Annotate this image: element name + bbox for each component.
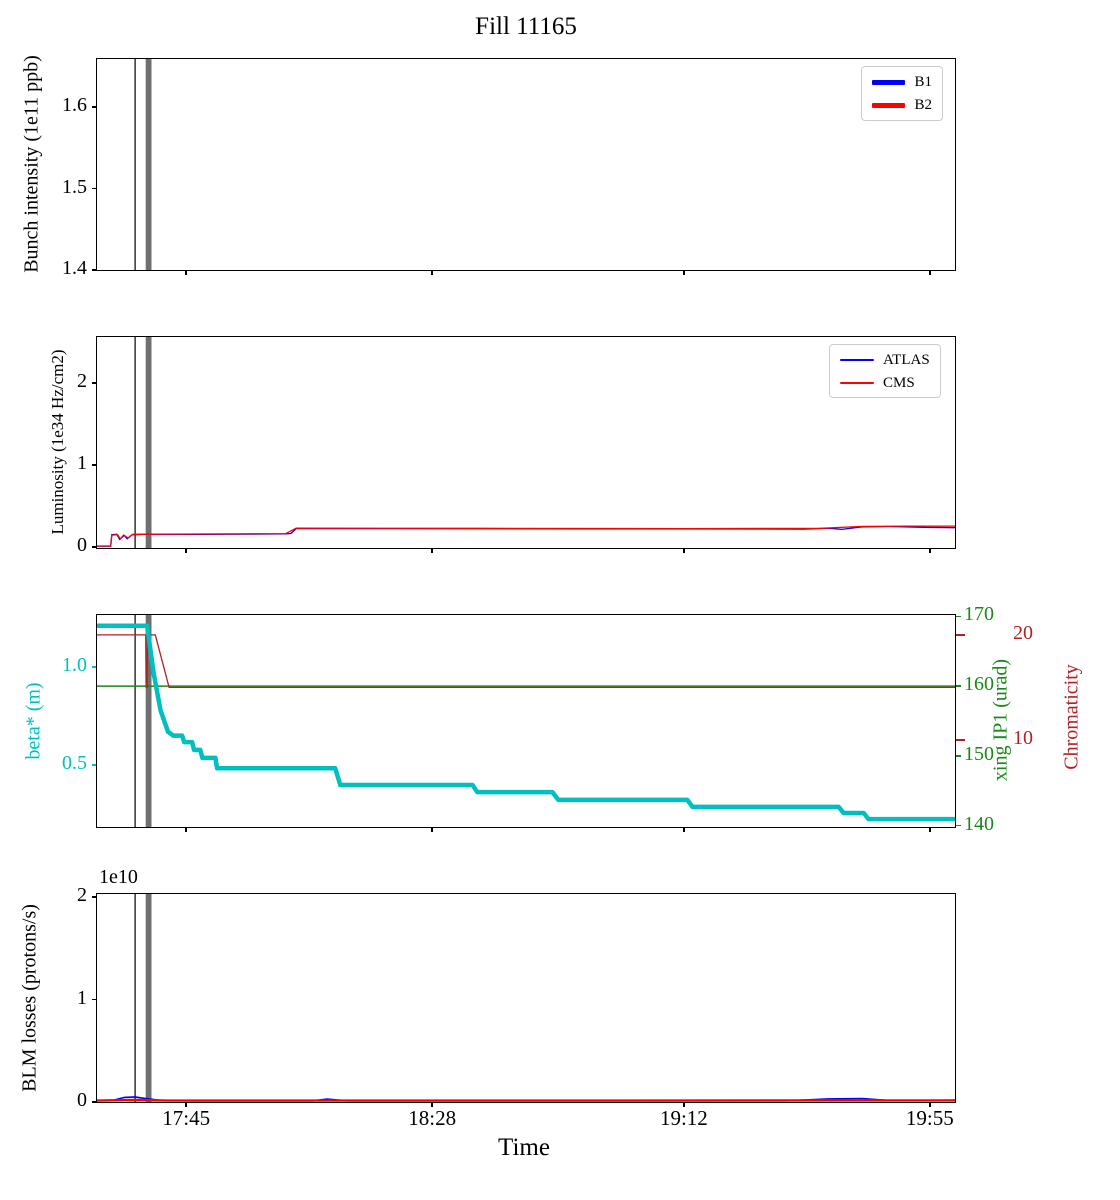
- legend-label-atlas: ATLAS: [883, 351, 930, 368]
- series-line-ATLAS: [97, 525, 955, 547]
- x-tick-mark: [431, 549, 433, 553]
- legend-label-b2: B2: [914, 97, 932, 113]
- x-tick-label: 18:28: [408, 1106, 457, 1130]
- x-tick-mark: [185, 271, 187, 275]
- right2-tick-mark: [956, 739, 965, 741]
- right1-tick-mark: [956, 824, 961, 827]
- x-tick-mark: [683, 271, 685, 275]
- y-offset-text: 1e10: [99, 866, 138, 888]
- series-line-B2 losses: [97, 1098, 955, 1102]
- y-tick-mark: [92, 269, 96, 271]
- y-tick-mark: [92, 998, 96, 1001]
- legend-row: CMS: [840, 375, 930, 391]
- right1-tick-label: 160: [964, 673, 994, 696]
- legend-row: B1: [872, 74, 932, 90]
- bunch-intensity-plot-area: [134, 59, 152, 270]
- gray-span-marker: [145, 615, 152, 827]
- y-tick-mark: [92, 666, 96, 668]
- legend-row: ATLAS: [840, 352, 930, 368]
- y-tick-label: 2: [77, 370, 87, 392]
- right1-tick-mark: [956, 755, 961, 757]
- gray-span-marker: [145, 59, 152, 270]
- right1-tick-mark: [956, 615, 961, 618]
- y-tick-mark: [92, 382, 96, 384]
- right2-tick-label: 10: [1013, 726, 1033, 749]
- y-tick-mark: [92, 106, 96, 108]
- y-tick-mark: [92, 1101, 96, 1103]
- legend-luminosity: ATLAS CMS: [829, 344, 941, 398]
- right1-tick-label: 140: [964, 812, 994, 835]
- legend-label-b1: B1: [914, 74, 932, 90]
- axes-optics: [96, 614, 956, 828]
- x-tick-mark: [431, 271, 433, 275]
- x-tick-mark: [185, 1103, 187, 1107]
- luminosity-plot-area: [97, 337, 955, 548]
- series-line-Chromaticity: [97, 634, 955, 689]
- x-tick-mark: [431, 1103, 433, 1107]
- right1-tick-label: 150: [964, 742, 994, 765]
- series-line-beta*: [97, 623, 955, 822]
- y-tick-label: 1.0: [62, 654, 87, 676]
- x-tick-label: 19:12: [659, 1106, 708, 1130]
- gray-span-marker: [145, 894, 152, 1102]
- axes-blm-losses: [96, 893, 956, 1103]
- optics-plot-area: [97, 615, 955, 827]
- right2-tick-mark: [956, 634, 965, 636]
- ylabel-beta-star: beta* (m): [22, 682, 45, 760]
- x-tick-mark: [185, 549, 187, 553]
- series-line-CMS: [97, 525, 955, 547]
- right2-tick-label: 20: [1013, 621, 1033, 644]
- x-tick-mark: [929, 549, 931, 553]
- xlabel-time: Time: [498, 1134, 550, 1161]
- x-tick-label: 19:55: [905, 1106, 954, 1130]
- legend-bunch-intensity: B1 B2: [861, 66, 943, 121]
- y-tick-mark: [92, 896, 96, 898]
- x-tick-mark: [683, 549, 685, 553]
- ylabel-bunch-intensity: Bunch intensity (1e11 ppb): [20, 55, 43, 273]
- legend-line-b1: [872, 79, 906, 85]
- x-tick-mark: [431, 828, 433, 832]
- x-tick-mark: [683, 1103, 685, 1107]
- chart-title: Fill 11165: [475, 13, 577, 40]
- legend-line-atlas: [840, 358, 874, 361]
- x-tick-label: 17:45: [162, 1106, 211, 1130]
- blm-losses-plot-area: [97, 894, 955, 1102]
- x-tick-mark: [929, 1103, 931, 1107]
- y-tick-label: 0.5: [62, 752, 87, 774]
- y-tick-mark: [92, 464, 96, 466]
- right1-tick-mark: [956, 685, 961, 687]
- y-tick-label: 1: [77, 986, 87, 1009]
- y-tick-label: 1: [77, 452, 87, 474]
- x-tick-mark: [929, 271, 931, 275]
- legend-row: B2: [872, 97, 932, 113]
- y-tick-label: 2: [77, 884, 87, 907]
- y-tick-label: 1.6: [62, 94, 87, 116]
- y-tick-label: 0: [77, 534, 87, 557]
- y-tick-mark: [92, 187, 96, 190]
- axes-luminosity: [96, 336, 956, 549]
- legend-line-cms: [840, 381, 874, 384]
- ylabel-chromaticity: Chromaticity: [1060, 664, 1083, 770]
- y-tick-label: 1.5: [62, 175, 87, 198]
- gray-span-marker: [145, 337, 152, 548]
- y-tick-mark: [92, 546, 96, 548]
- axes-bunch-intensity: [96, 58, 956, 271]
- x-tick-mark: [185, 828, 187, 832]
- right1-tick-label: 170: [964, 603, 994, 626]
- x-tick-mark: [929, 828, 931, 832]
- legend-label-cms: CMS: [883, 374, 915, 391]
- x-tick-mark: [683, 828, 685, 832]
- y-tick-label: 0: [77, 1089, 87, 1111]
- legend-line-b2: [872, 102, 906, 108]
- y-tick-label: 1.4: [62, 257, 87, 279]
- y-tick-mark: [92, 764, 96, 766]
